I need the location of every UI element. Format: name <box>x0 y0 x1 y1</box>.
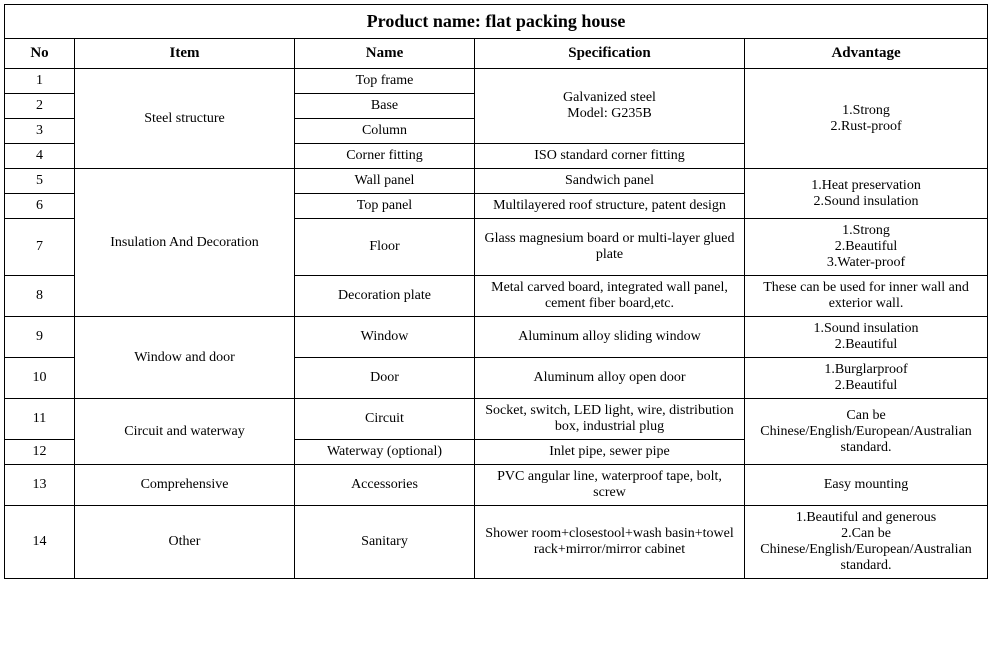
cell-spec: Socket, switch, LED light, wire, distrib… <box>475 399 745 440</box>
cell-name: Wall panel <box>295 169 475 194</box>
cell-no: 11 <box>5 399 75 440</box>
table-row: 9 Window and door Window Aluminum alloy … <box>5 317 988 358</box>
col-spec: Specification <box>475 39 745 69</box>
cell-spec: Galvanized steel Model: G235B <box>475 69 745 144</box>
cell-spec: Metal carved board, integrated wall pane… <box>475 276 745 317</box>
cell-no: 13 <box>5 465 75 506</box>
cell-no: 10 <box>5 358 75 399</box>
cell-item: Window and door <box>75 317 295 399</box>
cell-adv: Easy mounting <box>745 465 988 506</box>
cell-spec: Sandwich panel <box>475 169 745 194</box>
table-title: Product name: flat packing house <box>5 5 988 39</box>
col-name: Name <box>295 39 475 69</box>
title-row: Product name: flat packing house <box>5 5 988 39</box>
cell-spec: Multilayered roof structure, patent desi… <box>475 194 745 219</box>
cell-name: Door <box>295 358 475 399</box>
cell-no: 2 <box>5 94 75 119</box>
cell-spec: Glass magnesium board or multi-layer glu… <box>475 219 745 276</box>
cell-adv: 1.Strong 2.Rust-proof <box>745 69 988 169</box>
cell-no: 6 <box>5 194 75 219</box>
cell-no: 9 <box>5 317 75 358</box>
cell-item: Comprehensive <box>75 465 295 506</box>
cell-no: 3 <box>5 119 75 144</box>
cell-spec: Aluminum alloy open door <box>475 358 745 399</box>
cell-adv: 1.Heat preservation 2.Sound insulation <box>745 169 988 219</box>
cell-adv: 1.Burglarproof 2.Beautiful <box>745 358 988 399</box>
cell-adv: Can be Chinese/English/European/Australi… <box>745 399 988 465</box>
cell-no: 14 <box>5 506 75 579</box>
cell-name: Accessories <box>295 465 475 506</box>
cell-item: Other <box>75 506 295 579</box>
cell-spec: ISO standard corner fitting <box>475 144 745 169</box>
cell-no: 4 <box>5 144 75 169</box>
cell-adv: 1.Sound insulation 2.Beautiful <box>745 317 988 358</box>
cell-spec: Shower room+closestool+wash basin+towel … <box>475 506 745 579</box>
header-row: No Item Name Specification Advantage <box>5 39 988 69</box>
cell-no: 7 <box>5 219 75 276</box>
cell-name: Base <box>295 94 475 119</box>
cell-spec: Aluminum alloy sliding window <box>475 317 745 358</box>
cell-item: Circuit and waterway <box>75 399 295 465</box>
cell-adv: 1.Beautiful and generous 2.Can be Chines… <box>745 506 988 579</box>
cell-no: 1 <box>5 69 75 94</box>
cell-name: Waterway (optional) <box>295 440 475 465</box>
cell-name: Top frame <box>295 69 475 94</box>
table-row: 13 Comprehensive Accessories PVC angular… <box>5 465 988 506</box>
cell-adv: 1.Strong 2.Beautiful 3.Water-proof <box>745 219 988 276</box>
cell-name: Decoration plate <box>295 276 475 317</box>
cell-name: Floor <box>295 219 475 276</box>
cell-item: Steel structure <box>75 69 295 169</box>
cell-spec: Inlet pipe, sewer pipe <box>475 440 745 465</box>
col-no: No <box>5 39 75 69</box>
table-row: 14 Other Sanitary Shower room+closestool… <box>5 506 988 579</box>
cell-no: 8 <box>5 276 75 317</box>
col-adv: Advantage <box>745 39 988 69</box>
cell-name: Window <box>295 317 475 358</box>
cell-name: Corner fitting <box>295 144 475 169</box>
cell-name: Column <box>295 119 475 144</box>
cell-name: Top panel <box>295 194 475 219</box>
product-spec-table: Product name: flat packing house No Item… <box>4 4 988 579</box>
cell-no: 12 <box>5 440 75 465</box>
table-row: 5 Insulation And Decoration Wall panel S… <box>5 169 988 194</box>
cell-item: Insulation And Decoration <box>75 169 295 317</box>
cell-spec: PVC angular line, waterproof tape, bolt,… <box>475 465 745 506</box>
cell-no: 5 <box>5 169 75 194</box>
cell-name: Sanitary <box>295 506 475 579</box>
cell-name: Circuit <box>295 399 475 440</box>
table-row: 1 Steel structure Top frame Galvanized s… <box>5 69 988 94</box>
cell-adv: These can be used for inner wall and ext… <box>745 276 988 317</box>
col-item: Item <box>75 39 295 69</box>
table-row: 11 Circuit and waterway Circuit Socket, … <box>5 399 988 440</box>
